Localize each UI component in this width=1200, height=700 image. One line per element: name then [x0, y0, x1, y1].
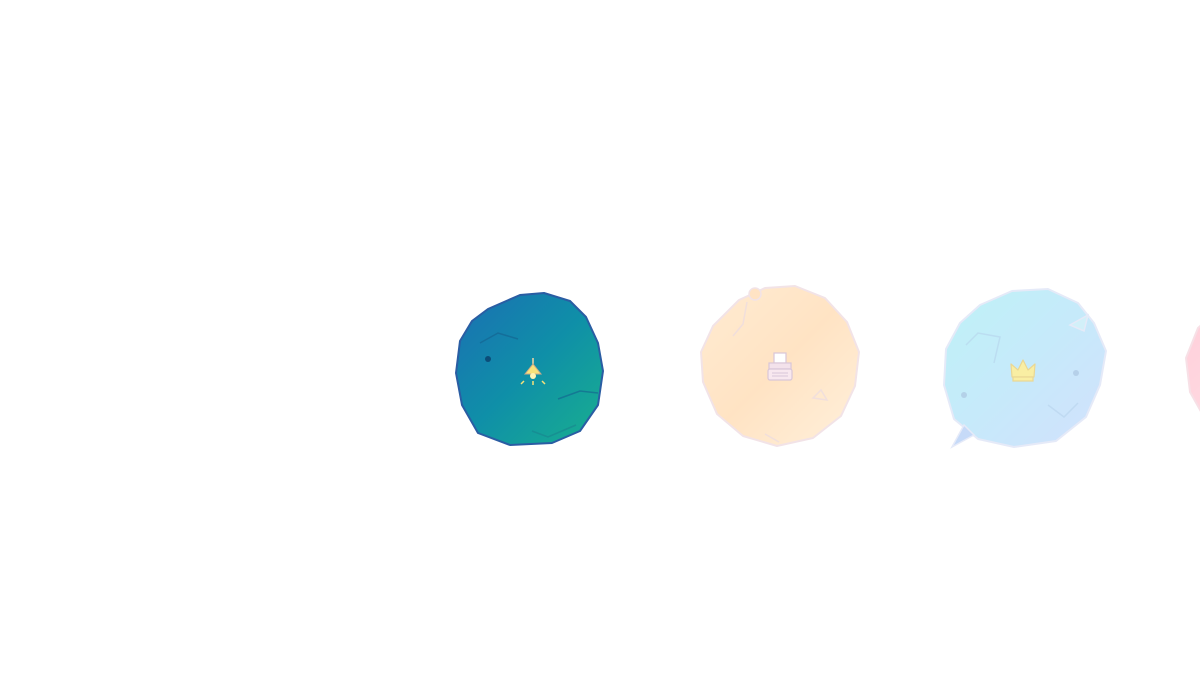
crown-icon [1010, 359, 1036, 382]
carousel-item-typewriter[interactable] [695, 282, 865, 452]
carousel-item-crown[interactable] [938, 285, 1108, 455]
carousel-item-lamp[interactable] [448, 287, 618, 457]
carousel-item-partial[interactable] [1180, 288, 1200, 458]
blob-shape [1185, 324, 1200, 412]
typewriter-icon [767, 352, 793, 381]
lamp-icon [520, 358, 546, 385]
